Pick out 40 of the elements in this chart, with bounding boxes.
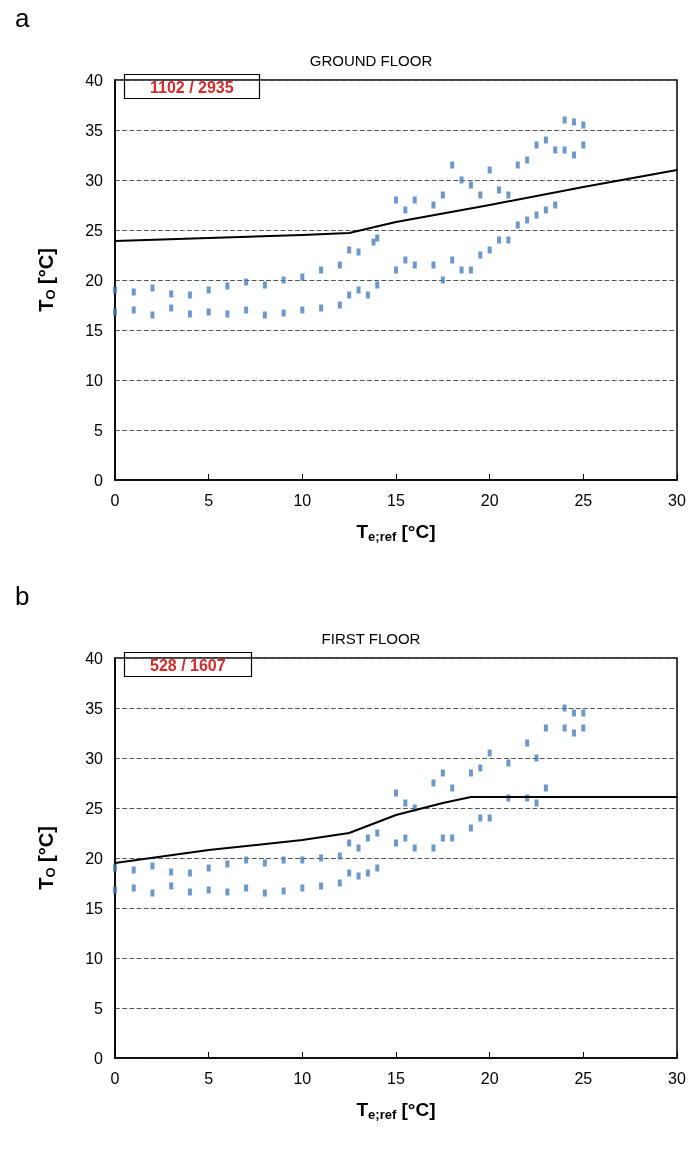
y-tick-label: 0	[94, 1049, 104, 1067]
y-tick-label: 10	[85, 371, 104, 389]
y-tick-label: 30	[85, 171, 104, 189]
chart-title: GROUND FLOOR	[309, 52, 433, 69]
y-tick-label: 40	[85, 71, 104, 89]
text: a	[15, 3, 30, 33]
y-axis-title: TO [°C]	[34, 248, 58, 312]
y-tick-label: 5	[94, 999, 104, 1017]
x-tick-label: 20	[480, 491, 499, 509]
y-tick-label: 20	[85, 271, 104, 289]
y-tick-label: 35	[85, 699, 104, 717]
y-tick-label: 30	[85, 749, 104, 767]
x-tick-label: 30	[668, 1069, 686, 1087]
x-tick-label: 0	[110, 491, 120, 509]
chart-title: FIRST FLOOR	[321, 630, 421, 647]
x-tick-label: 10	[293, 1069, 312, 1087]
annotation: 528 / 1607	[150, 656, 226, 674]
x-tick-label: 30	[668, 491, 686, 509]
x-tick-label: 15	[387, 491, 405, 509]
x-tick-label: 0	[110, 1069, 120, 1087]
y-tick-label: 35	[85, 121, 104, 139]
x-tick-label: 25	[574, 491, 593, 509]
x-tick-label: 10	[293, 491, 312, 509]
text: b	[15, 581, 30, 611]
y-axis-title: TO [°C]	[34, 826, 58, 890]
y-tick-label: 15	[85, 321, 104, 339]
y-tick-label: 25	[85, 221, 104, 239]
x-tick-label: 5	[204, 491, 214, 509]
y-tick-label: 15	[85, 899, 104, 917]
y-tick-label: 5	[94, 421, 104, 439]
y-tick-label: 20	[85, 849, 104, 867]
y-tick-label: 40	[85, 649, 104, 667]
y-tick-label: 25	[85, 799, 104, 817]
y-tick-label: 0	[94, 471, 104, 489]
x-tick-label: 25	[574, 1069, 593, 1087]
x-tick-label: 20	[480, 1069, 499, 1087]
y-tick-label: 10	[85, 949, 104, 967]
x-tick-label: 5	[204, 1069, 214, 1087]
x-tick-label: 15	[387, 1069, 405, 1087]
annotation: 1102 / 2935	[150, 78, 234, 96]
